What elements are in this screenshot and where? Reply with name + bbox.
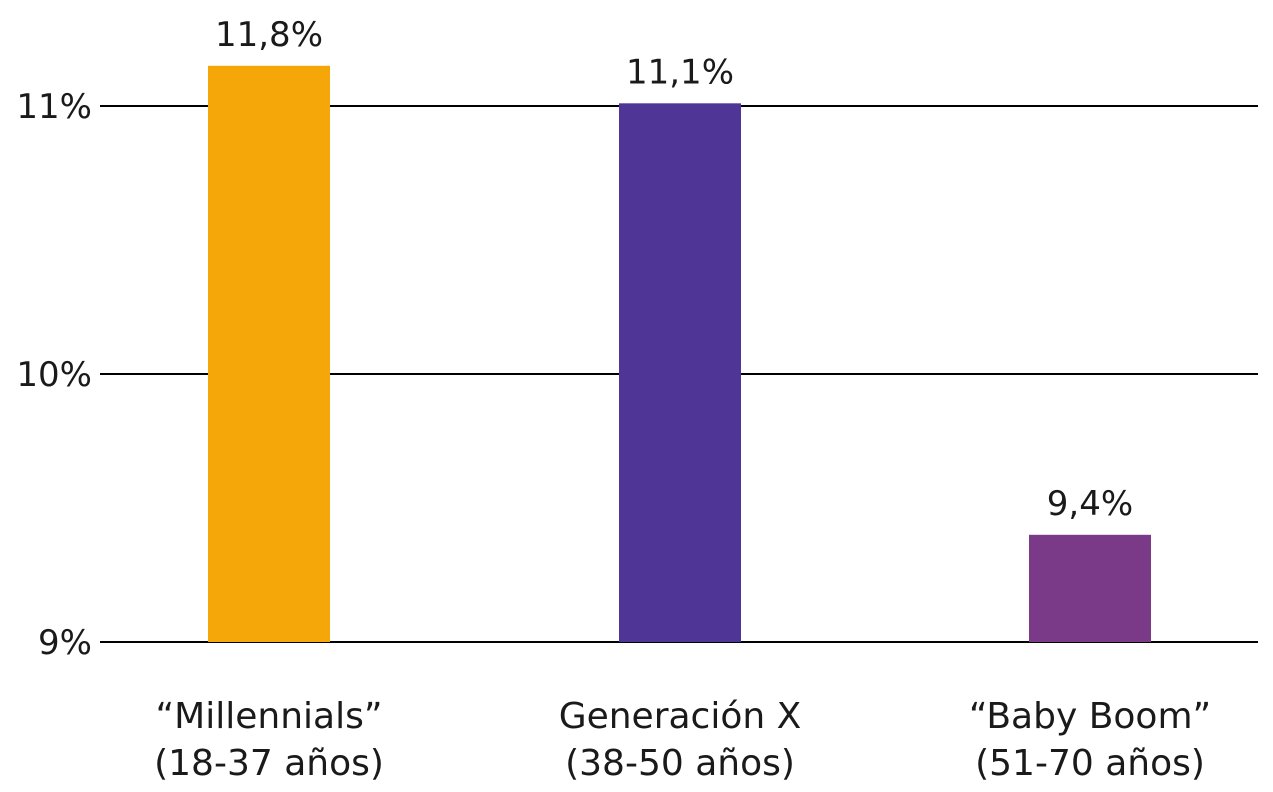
category-label-2-line1: “Baby Boom” [969,696,1211,737]
category-label-1-line2: (38-50 años) [565,743,795,784]
category-label-2-line2: (51-70 años) [975,743,1205,784]
bars [208,65,1151,643]
category-label-1-line1: Generación X [559,696,802,737]
data-labels: 11,8% 11,1% 9,4% [215,15,1133,524]
category-label-0-line2: (18-37 años) [154,743,384,784]
y-tick-label-1: 10% [16,355,92,395]
y-tick-label-2: 11% [16,87,92,127]
data-label-2: 9,4% [1047,484,1133,524]
data-label-1: 11,1% [626,52,734,92]
category-labels: “Millennials” (18-37 años) Generación X (38… [154,696,1211,784]
y-axis-ticks: 9% 10% 11% [16,87,92,663]
category-label-0-line1: “Millennials” [156,696,383,737]
bar-1 [619,103,741,642]
bar-0 [208,65,330,643]
bar-2 [1029,534,1151,642]
y-tick-label-0: 9% [38,623,92,663]
data-label-0: 11,8% [215,15,323,55]
